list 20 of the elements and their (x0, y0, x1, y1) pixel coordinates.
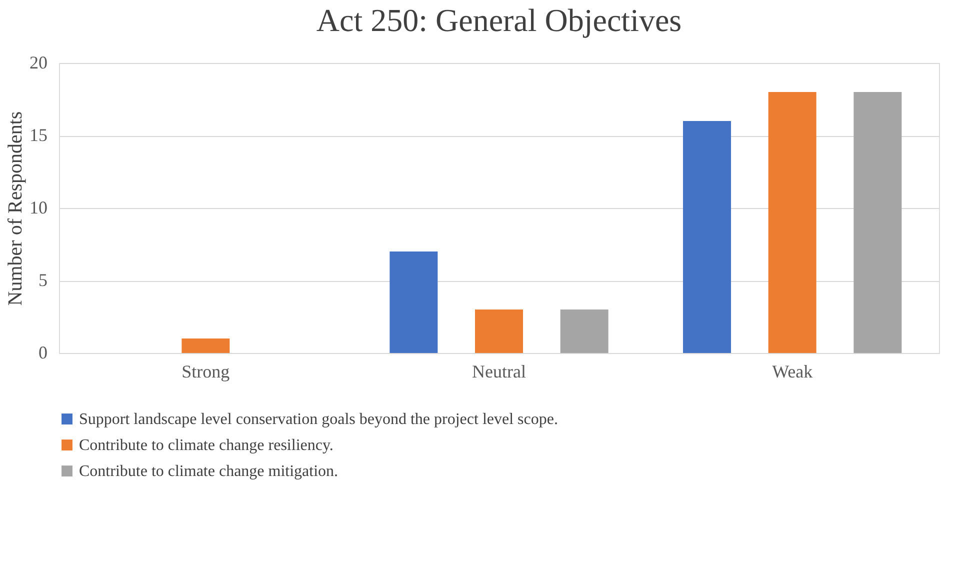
bar (768, 92, 816, 353)
y-tick-label: 10 (30, 198, 48, 218)
legend-label: Support landscape level conservation goals beyond the project level scope. (79, 411, 558, 428)
x-tick-label: Neutral (472, 362, 526, 382)
chart-title: Act 250: General Objectives (316, 2, 682, 38)
legend-label: Contribute to climate change mitigation. (79, 463, 338, 480)
bar (854, 92, 902, 353)
x-tick-label: Weak (772, 362, 813, 382)
y-axis-title: Number of Respondents (4, 111, 26, 306)
bar (182, 338, 230, 353)
bar (560, 310, 608, 353)
legend-label: Contribute to climate change resiliency. (79, 437, 334, 454)
y-tick-label: 20 (30, 52, 48, 72)
y-tick-label: 0 (38, 342, 48, 362)
y-tick-label: 5 (38, 270, 48, 290)
bar (683, 121, 731, 353)
x-tick-label: Strong (182, 362, 230, 382)
bar (475, 310, 523, 353)
y-tick-label: 15 (30, 125, 48, 145)
bar (390, 252, 438, 353)
